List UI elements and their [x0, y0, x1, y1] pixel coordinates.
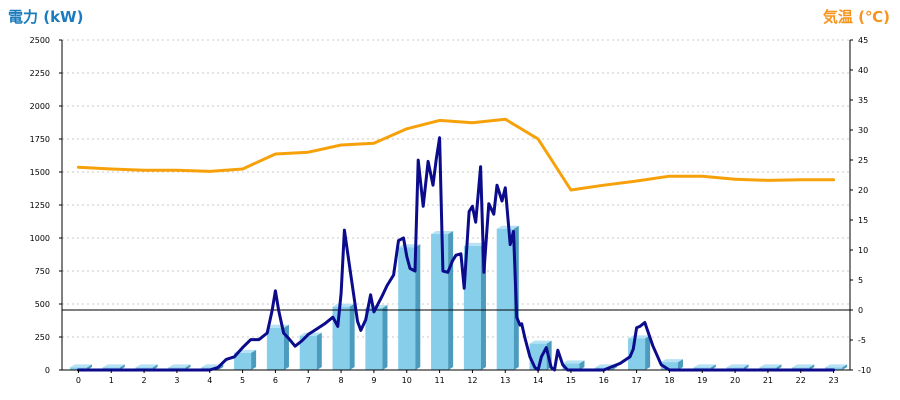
- right-tick-label: 10: [858, 246, 868, 255]
- right-tick-label: 40: [858, 66, 868, 75]
- left-tick-label: 0: [45, 366, 50, 375]
- left-axis-title: 電力 (kW): [8, 8, 84, 26]
- x-tick-label: 13: [500, 376, 510, 385]
- left-tick-label: 1500: [30, 168, 50, 177]
- x-tick-label: 9: [371, 376, 376, 385]
- power-bar: [660, 359, 683, 370]
- power-bar: [463, 242, 486, 370]
- right-tick-label: 5: [858, 276, 863, 285]
- tick-labels: 02505007501000125015001750200022502500-1…: [30, 36, 871, 385]
- right-tick-label: 15: [858, 216, 868, 225]
- right-tick-label: -10: [858, 366, 871, 375]
- power-bar: [365, 304, 388, 370]
- x-tick-label: 2: [142, 376, 147, 385]
- grid-lines: [62, 39, 850, 371]
- temperature-line: [76, 117, 836, 192]
- power-bar: [266, 324, 289, 370]
- x-tick-label: 12: [467, 376, 477, 385]
- x-tick-label: 4: [207, 376, 212, 385]
- left-tick-label: 2000: [30, 102, 50, 111]
- power-bar: [562, 360, 585, 370]
- left-tick-label: 2250: [30, 69, 50, 78]
- right-tick-label: -5: [858, 336, 866, 345]
- x-tick-label: 17: [631, 376, 641, 385]
- x-tick-label: 8: [339, 376, 344, 385]
- left-tick-label: 1250: [30, 201, 50, 210]
- x-tick-label: 10: [402, 376, 412, 385]
- power-bar: [299, 332, 322, 370]
- x-tick-label: 5: [240, 376, 245, 385]
- x-tick-label: 15: [566, 376, 576, 385]
- power-line: [76, 136, 836, 372]
- left-tick-label: 1000: [30, 234, 50, 243]
- right-tick-label: 35: [858, 96, 868, 105]
- x-tick-label: 3: [174, 376, 179, 385]
- series-lines: [76, 117, 836, 372]
- right-tick-label: 0: [858, 306, 863, 315]
- left-tick-label: 2500: [30, 36, 50, 45]
- axes: [61, 40, 851, 371]
- right-tick-label: 25: [858, 156, 868, 165]
- power-bar: [332, 303, 355, 370]
- right-tick-label: 20: [858, 186, 868, 195]
- left-tick-label: 750: [35, 267, 50, 276]
- right-tick-label: 30: [858, 126, 868, 135]
- left-tick-label: 1750: [30, 135, 50, 144]
- x-tick-label: 18: [664, 376, 674, 385]
- x-tick-label: 21: [763, 376, 773, 385]
- right-axis-title: 気温 (℃): [822, 8, 890, 26]
- x-tick-label: 22: [796, 376, 806, 385]
- x-tick-label: 6: [273, 376, 278, 385]
- left-tick-label: 500: [35, 300, 50, 309]
- power-bars: [69, 225, 848, 370]
- x-tick-label: 1: [109, 376, 114, 385]
- x-tick-label: 14: [533, 376, 543, 385]
- left-tick-label: 250: [35, 333, 50, 342]
- x-tick-label: 0: [76, 376, 81, 385]
- x-tick-label: 19: [697, 376, 707, 385]
- x-tick-label: 16: [599, 376, 609, 385]
- x-tick-label: 23: [828, 376, 838, 385]
- x-tick-label: 7: [306, 376, 311, 385]
- x-tick-label: 11: [434, 376, 444, 385]
- x-tick-label: 20: [730, 376, 740, 385]
- right-tick-label: 45: [858, 36, 868, 45]
